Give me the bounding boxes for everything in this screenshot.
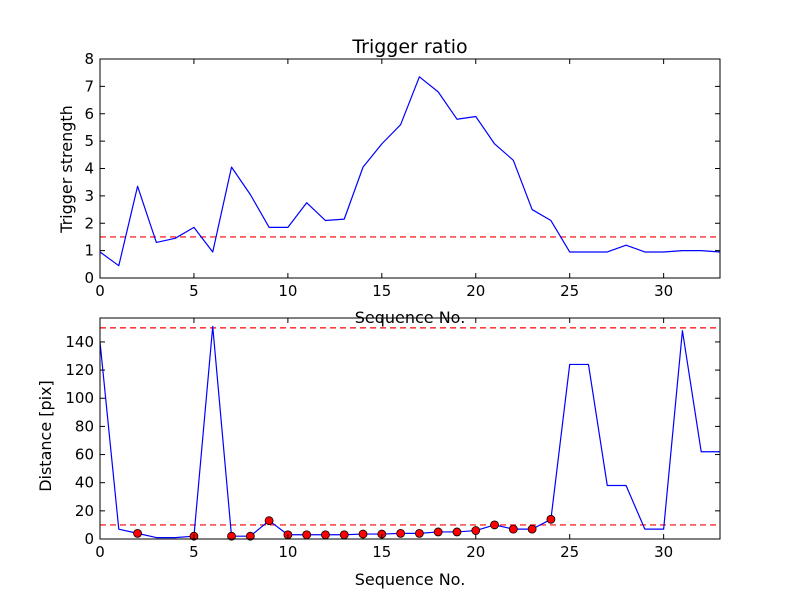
x-axis-label: Sequence No. bbox=[355, 570, 466, 589]
tick-labels: 0 5 10 15 20 25 30 0 1 2 3 4 5 6 7 8 bbox=[84, 50, 673, 300]
data-point-marker bbox=[358, 529, 368, 539]
series-line-0 bbox=[99, 325, 720, 539]
data-point-marker bbox=[245, 531, 255, 541]
y-tick-label: 80 bbox=[75, 417, 94, 435]
x-tick-label: 0 bbox=[95, 543, 105, 561]
y-tick-label: 20 bbox=[75, 502, 94, 520]
data-point-marker bbox=[508, 524, 518, 534]
data-point-marker bbox=[546, 514, 556, 524]
plot-frame bbox=[99, 317, 721, 540]
y-tick-label: 60 bbox=[75, 446, 94, 464]
x-tick-label: 20 bbox=[466, 543, 485, 561]
x-tick-label: 30 bbox=[654, 282, 673, 300]
data-point-marker bbox=[264, 516, 274, 526]
y-axis-label: Distance [pix] bbox=[36, 380, 55, 492]
y-tick-label: 0 bbox=[84, 530, 94, 548]
x-tick-label: 5 bbox=[189, 543, 199, 561]
y-tick-label: 100 bbox=[65, 389, 94, 407]
chart-title: Trigger ratio bbox=[351, 36, 467, 58]
x-tick-label: 25 bbox=[560, 543, 579, 561]
data-point-marker bbox=[414, 528, 424, 538]
x-tick-label: 25 bbox=[560, 282, 579, 300]
axis-ticks bbox=[99, 318, 720, 540]
data-point-marker bbox=[396, 528, 406, 538]
tick-labels: 0 5 10 15 20 25 30 0 20 40 60 80 100 120 140 bbox=[65, 333, 673, 561]
series-lines bbox=[99, 325, 720, 539]
y-axis-label: Trigger strength bbox=[57, 105, 76, 234]
x-tick-label: 15 bbox=[372, 282, 391, 300]
x-tick-label: 15 bbox=[372, 543, 391, 561]
y-tick-label: 1 bbox=[84, 242, 94, 260]
x-tick-label: 0 bbox=[95, 282, 105, 300]
data-point-marker bbox=[490, 520, 499, 530]
data-point-marker bbox=[339, 530, 349, 540]
x-tick-label: 30 bbox=[654, 543, 673, 561]
plot-frame bbox=[99, 58, 721, 279]
y-tick-label: 140 bbox=[65, 333, 94, 351]
data-point-marker bbox=[471, 526, 481, 535]
data-point-marker bbox=[452, 527, 462, 537]
y-tick-label: 4 bbox=[84, 160, 94, 178]
data-point-marker bbox=[527, 524, 537, 534]
data-point-marker bbox=[227, 531, 236, 541]
x-tick-label: 20 bbox=[466, 282, 485, 300]
y-tick-label: 0 bbox=[84, 269, 94, 287]
y-tick-label: 7 bbox=[84, 77, 94, 95]
reference-lines bbox=[100, 327, 720, 526]
data-point-marker bbox=[321, 530, 330, 540]
y-tick-label: 40 bbox=[75, 474, 94, 492]
x-tick-label: 10 bbox=[278, 543, 297, 561]
markers bbox=[133, 514, 556, 541]
y-tick-label: 5 bbox=[84, 132, 94, 150]
y-tick-label: 3 bbox=[84, 187, 94, 205]
y-tick-label: 8 bbox=[84, 50, 94, 68]
x-tick-label: 10 bbox=[278, 282, 297, 300]
y-tick-label: 2 bbox=[84, 214, 94, 232]
series-line-0 bbox=[99, 76, 721, 267]
distance-chart: 0 5 10 15 20 25 30 0 20 40 60 80 100 120 140 Sequence … bbox=[36, 317, 721, 589]
y-tick-label: 6 bbox=[84, 105, 94, 123]
y-tick-label: 120 bbox=[65, 361, 94, 379]
series-lines bbox=[99, 76, 721, 267]
x-tick-label: 5 bbox=[189, 282, 199, 300]
data-point-marker bbox=[433, 527, 443, 537]
data-point-marker bbox=[133, 528, 142, 538]
data-point-marker bbox=[302, 530, 312, 540]
